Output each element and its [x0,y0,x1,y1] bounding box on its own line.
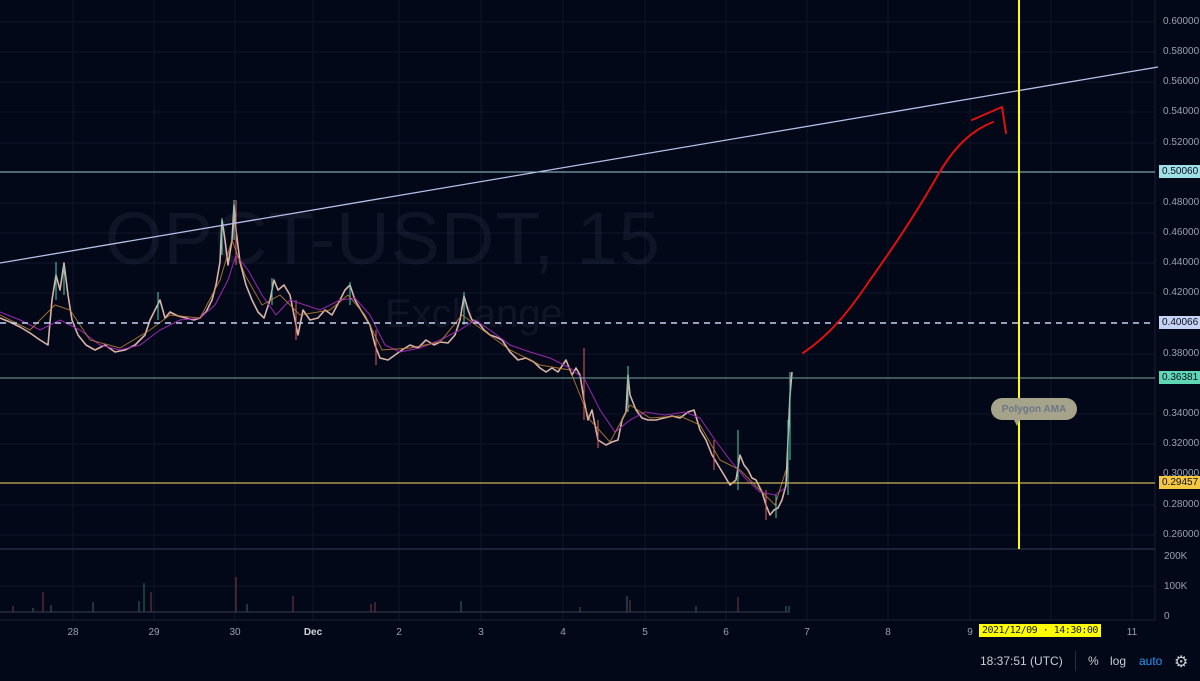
time-tick: 30 [229,627,241,638]
time-tick: 2 [396,627,402,638]
symbol-watermark: OPCT-USDT, 15 [105,197,661,280]
price-tick: 0.56000 [1163,76,1200,87]
toolbar-divider [1075,651,1076,671]
time-tick: 9 [967,627,973,638]
ma-purple [0,253,786,496]
time-tick: 11 [1126,627,1138,638]
volume-tick: 200K [1164,551,1188,562]
price-tick: 0.60000 [1163,16,1200,27]
price-tick: 0.54000 [1163,106,1200,117]
gear-icon[interactable]: ⚙ [1174,654,1189,671]
crosshair-time-tag: 2021/12/09 · 14:30:00 [979,624,1101,637]
auto-scale-button[interactable]: auto [1139,654,1163,668]
time-tick: 8 [885,627,891,638]
callout-tail [1013,418,1021,426]
price-tag-0.29457: 0.29457 [1159,476,1200,489]
price-tick: 0.52000 [1163,137,1200,148]
time-tick: 6 [723,627,729,638]
red-arrow [802,121,994,354]
time-tick: 4 [560,627,566,638]
price-tick: 0.32000 [1163,438,1200,449]
price-tick: 0.26000 [1163,529,1200,540]
time-tick: 28 [67,627,79,638]
price-tick: 0.34000 [1163,408,1200,419]
candles-series [0,204,793,516]
price-tick: 0.28000 [1163,499,1200,510]
price-tag-0.50060: 0.50060 [1159,165,1200,178]
time-tick: 7 [804,627,810,638]
price-tick: 0.42000 [1163,287,1200,298]
price-tick: 0.46000 [1163,227,1200,238]
trend-line [0,66,1159,264]
volume-tick: 0 [1164,611,1170,622]
log-scale-button[interactable]: log [1110,654,1127,668]
time-tick: 29 [148,627,160,638]
red-arrow-head [971,106,1007,134]
time-tick: 3 [478,627,484,638]
price-tick: 0.30000 [1163,468,1200,479]
volume-tick: 100K [1164,581,1188,592]
ma-orange [0,238,787,506]
price-tick: 0.44000 [1163,257,1200,268]
time-tick-month: Dec [303,627,323,638]
price-tick: 0.58000 [1163,46,1200,57]
last-price-tag: 0.36381 [1159,371,1200,384]
utc-clock[interactable]: 18:37:51 (UTC) [980,654,1063,668]
polygon-ama-callout[interactable]: Polygon AMA [991,398,1077,420]
exchange-watermark: Exchange [385,292,563,336]
bottom-toolbar [0,648,1200,681]
price-tick: 0.38000 [1163,348,1200,359]
price-tag-0.40066: 0.40066 [1159,316,1200,329]
price-tick: 0.48000 [1163,197,1200,208]
time-tick: 5 [642,627,648,638]
percent-scale-button[interactable]: % [1088,654,1099,668]
